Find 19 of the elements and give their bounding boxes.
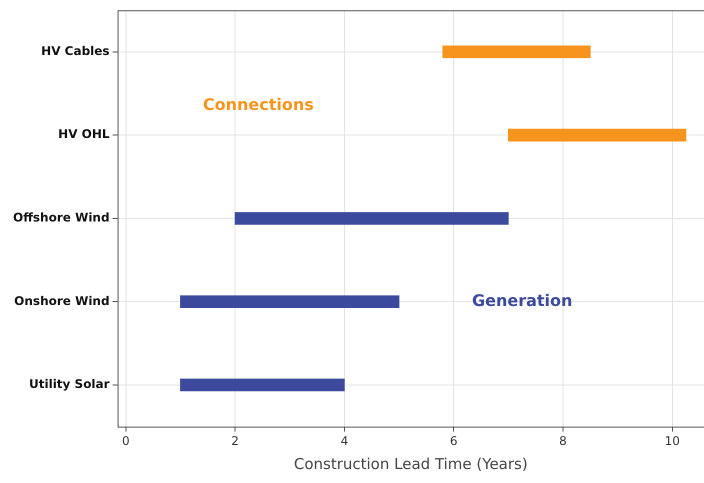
x-tick-label: 4 [340,434,348,448]
y-tick-label: HV OHL [58,127,110,142]
bar [508,128,686,142]
bar [442,46,591,58]
x-tick-label: 10 [664,434,680,448]
x-tick-label: 0 [122,434,130,448]
x-tick-label: 2 [231,434,239,448]
y-tick-label: HV Cables [41,44,110,58]
annotation: Generation [472,290,572,310]
bar [234,212,509,225]
y-tick-label: Onshore Wind [14,294,110,308]
x-tick-label: 8 [559,434,567,448]
x-axis-title: Construction Lead Time (Years) [294,454,528,473]
y-tick-label: Offshore Wind [12,210,110,225]
annotation: Connections [202,95,314,114]
bar [180,295,400,308]
bar [180,378,345,392]
y-tick-label: Utility Solar [28,377,110,392]
x-tick-label: 6 [450,434,458,448]
